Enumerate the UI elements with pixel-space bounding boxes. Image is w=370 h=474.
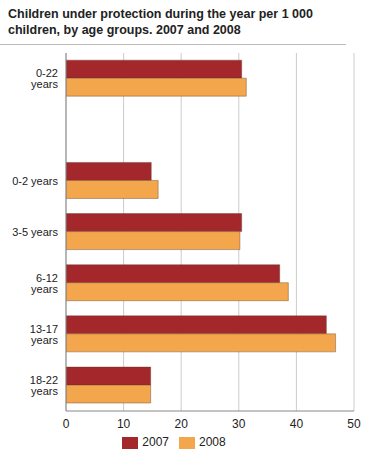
svg-text:40: 40	[290, 417, 304, 431]
svg-text:6-12years: 6-12years	[31, 272, 58, 295]
svg-text:18-22years: 18-22years	[30, 374, 59, 397]
svg-text:0: 0	[63, 417, 70, 431]
svg-text:3-5 years: 3-5 years	[12, 226, 58, 238]
html-text:2008: 2008	[199, 435, 226, 450]
svg-text:10: 10	[117, 417, 131, 431]
svg-text:13-17years: 13-17years	[30, 323, 59, 346]
svg-text:0-22years: 0-22years	[31, 67, 58, 90]
svg-text:50: 50	[347, 417, 361, 431]
svg-text:30: 30	[232, 417, 246, 431]
svg-text:0-2 years: 0-2 years	[12, 175, 58, 187]
svg-text:20: 20	[175, 417, 189, 431]
html-text:Children under protection duri: Children under protection during the yea…	[8, 7, 313, 37]
html-text:2007: 2007	[142, 435, 169, 450]
